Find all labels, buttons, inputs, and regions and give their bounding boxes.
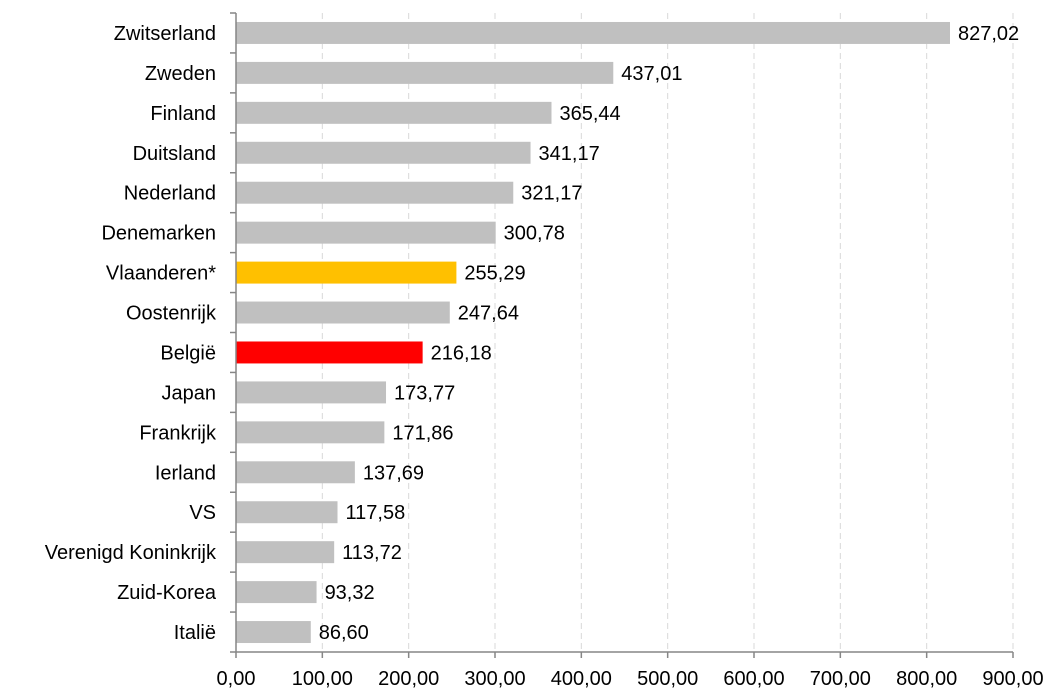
bar bbox=[236, 301, 450, 324]
category-label: Duitsland bbox=[133, 143, 216, 165]
bar bbox=[236, 221, 496, 244]
value-label: 93,32 bbox=[325, 582, 375, 604]
bar bbox=[236, 21, 950, 44]
x-tick-label: 600,00 bbox=[723, 668, 784, 690]
bar bbox=[236, 581, 317, 604]
value-label: 113,72 bbox=[342, 542, 402, 564]
category-label: Ierland bbox=[155, 462, 216, 484]
category-label: Zweden bbox=[145, 63, 216, 85]
bar bbox=[236, 381, 387, 404]
value-label: 137,69 bbox=[363, 462, 424, 484]
bar bbox=[236, 101, 552, 124]
value-label: 216,18 bbox=[431, 342, 492, 364]
bar bbox=[236, 461, 355, 484]
x-tick-label: 0,00 bbox=[217, 668, 256, 690]
category-label: Frankrijk bbox=[139, 422, 217, 444]
x-tick-label: 400,00 bbox=[551, 668, 612, 690]
x-tick-label: 500,00 bbox=[637, 668, 698, 690]
value-label: 341,17 bbox=[539, 143, 600, 165]
category-label: Nederland bbox=[124, 183, 216, 205]
category-label: Italië bbox=[174, 622, 216, 644]
bar bbox=[236, 501, 338, 524]
value-label: 247,64 bbox=[458, 303, 519, 325]
bar bbox=[236, 341, 423, 364]
value-label: 171,86 bbox=[392, 422, 453, 444]
category-label: Japan bbox=[162, 382, 217, 404]
bar bbox=[236, 541, 335, 564]
category-label: Zwitserland bbox=[114, 23, 216, 45]
bar bbox=[236, 61, 614, 84]
bar bbox=[236, 181, 514, 204]
x-tick-label: 900,00 bbox=[982, 668, 1043, 690]
value-label: 827,02 bbox=[958, 23, 1019, 45]
value-label: 117,58 bbox=[346, 502, 406, 524]
bar bbox=[236, 141, 531, 164]
x-tick-label: 200,00 bbox=[378, 668, 439, 690]
value-label: 321,17 bbox=[521, 183, 582, 205]
x-tick-label: 100,00 bbox=[292, 668, 353, 690]
bar bbox=[236, 621, 311, 644]
value-label: 255,29 bbox=[464, 263, 525, 285]
bar bbox=[236, 421, 385, 444]
category-label: Zuid-Korea bbox=[117, 582, 217, 604]
value-label: 437,01 bbox=[621, 63, 682, 85]
category-label: België bbox=[160, 342, 216, 364]
category-label: Denemarken bbox=[101, 223, 216, 245]
value-label: 86,60 bbox=[319, 622, 369, 644]
bars bbox=[236, 21, 950, 644]
category-label: Finland bbox=[150, 103, 216, 125]
value-label: 173,77 bbox=[394, 382, 455, 404]
value-label: 365,44 bbox=[559, 103, 620, 125]
category-label: Vlaanderen* bbox=[106, 263, 216, 285]
value-label: 300,78 bbox=[504, 223, 565, 245]
category-label: Verenigd Koninkrijk bbox=[45, 542, 217, 564]
x-tick-label: 300,00 bbox=[464, 668, 525, 690]
category-label: VS bbox=[189, 502, 216, 524]
category-label: Oostenrijk bbox=[126, 303, 217, 325]
x-tick-label: 800,00 bbox=[896, 668, 957, 690]
axes bbox=[230, 12, 1014, 658]
labels: Zwitserland 827,02 Zweden 437,01 Finland 365,… bbox=[45, 23, 1044, 690]
bar bbox=[236, 261, 457, 284]
x-tick-label: 700,00 bbox=[810, 668, 871, 690]
